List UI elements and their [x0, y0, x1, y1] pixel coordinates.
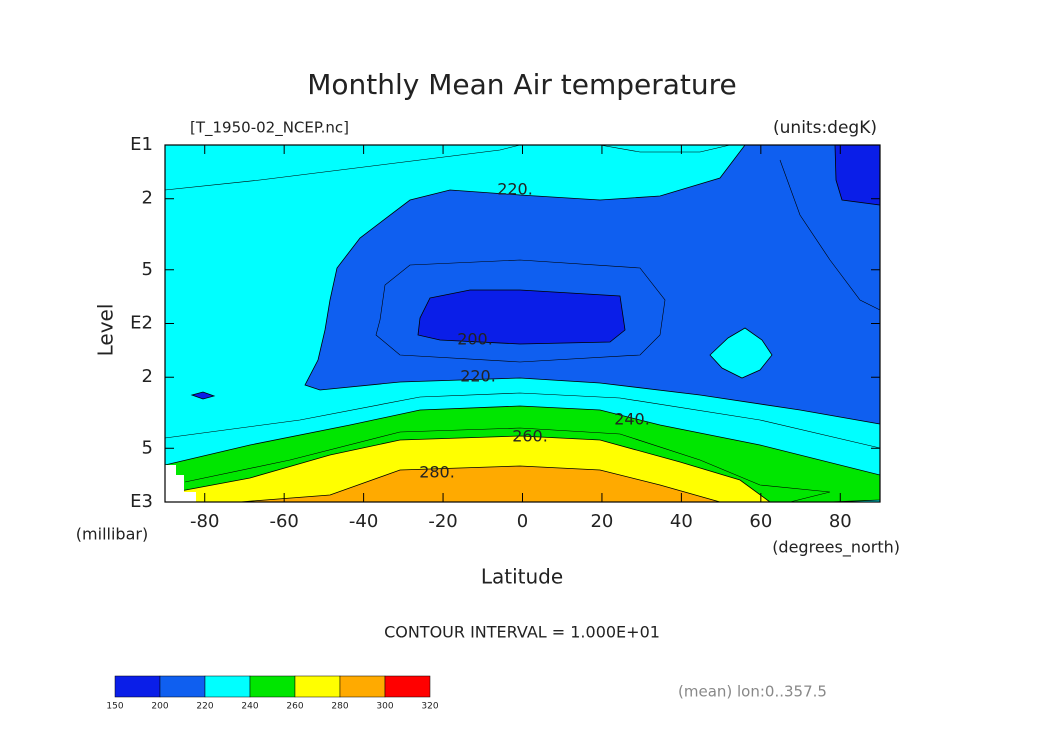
units-label: (units:degK)	[773, 118, 877, 138]
y-tick-label: 5	[142, 437, 153, 458]
contour-line	[779, 159, 881, 311]
y-tick-label: 2	[142, 366, 153, 387]
contour-label: 220.	[460, 367, 496, 386]
x-tick-label: 20	[590, 511, 613, 532]
contour-label: 220.	[497, 180, 533, 199]
contour-fill	[239, 465, 721, 503]
plot-area	[164, 144, 881, 503]
y-tick-label: 2	[142, 188, 153, 209]
colorbar-swatch	[249, 675, 296, 698]
contour-line	[184, 427, 831, 503]
contour-label: 200.	[457, 330, 493, 349]
contour-line	[164, 144, 521, 191]
contour-fill	[834, 144, 881, 206]
contour-line	[375, 259, 666, 363]
colorbar-swatch	[159, 675, 206, 698]
y-tick-label: 5	[142, 259, 153, 280]
colorbar-label: 220	[196, 702, 213, 712]
contour-label: 260.	[512, 427, 548, 446]
x-units: (degrees_north)	[772, 538, 900, 558]
y-tick-label: E2	[130, 313, 153, 334]
contour-line	[599, 144, 731, 153]
contour-fill	[190, 391, 216, 400]
x-tick-label: 40	[670, 511, 693, 532]
colorbar-label: 300	[376, 702, 393, 712]
x-tick-label: -80	[190, 511, 219, 532]
x-axis-label: Latitude	[481, 565, 563, 589]
x-tick-label: -40	[349, 511, 378, 532]
colorbar-label: 280	[331, 702, 348, 712]
colorbar-swatch	[204, 675, 251, 698]
x-tick-label: 60	[749, 511, 772, 532]
colorbar-swatch	[384, 675, 431, 698]
x-tick-label: 0	[517, 511, 528, 532]
x-tick-label: -20	[428, 511, 457, 532]
missing-data	[165, 465, 196, 502]
subtitle: [T_1950-02_NCEP.nc]	[190, 119, 349, 138]
contour-line	[164, 392, 881, 449]
contour-label: 240.	[614, 410, 650, 429]
colorbar-label: 260	[286, 702, 303, 712]
colorbar-label: 200	[151, 702, 168, 712]
footnote: (mean) lon:0..357.5	[678, 683, 827, 701]
chart-title: Monthly Mean Air temperature	[307, 68, 737, 101]
contour-label: 280.	[419, 463, 455, 482]
colorbar-label: 320	[421, 702, 438, 712]
colorbar-swatch	[114, 675, 161, 698]
y-axis-label: Level	[94, 304, 118, 357]
y-tick-label: E1	[130, 134, 153, 155]
contour-interval: CONTOUR INTERVAL = 1.000E+01	[384, 623, 660, 642]
y-tick-label: E3	[130, 491, 153, 512]
x-tick-label: -60	[269, 511, 298, 532]
x-tick-label: 80	[829, 511, 852, 532]
colorbar-label: 240	[241, 702, 258, 712]
y-units: (millibar)	[76, 525, 148, 544]
colorbar-swatch	[339, 675, 386, 698]
colorbar-label: 150	[106, 702, 123, 712]
contour-fill	[417, 289, 626, 345]
colorbar-swatch	[294, 675, 341, 698]
contour-fill	[709, 327, 773, 379]
